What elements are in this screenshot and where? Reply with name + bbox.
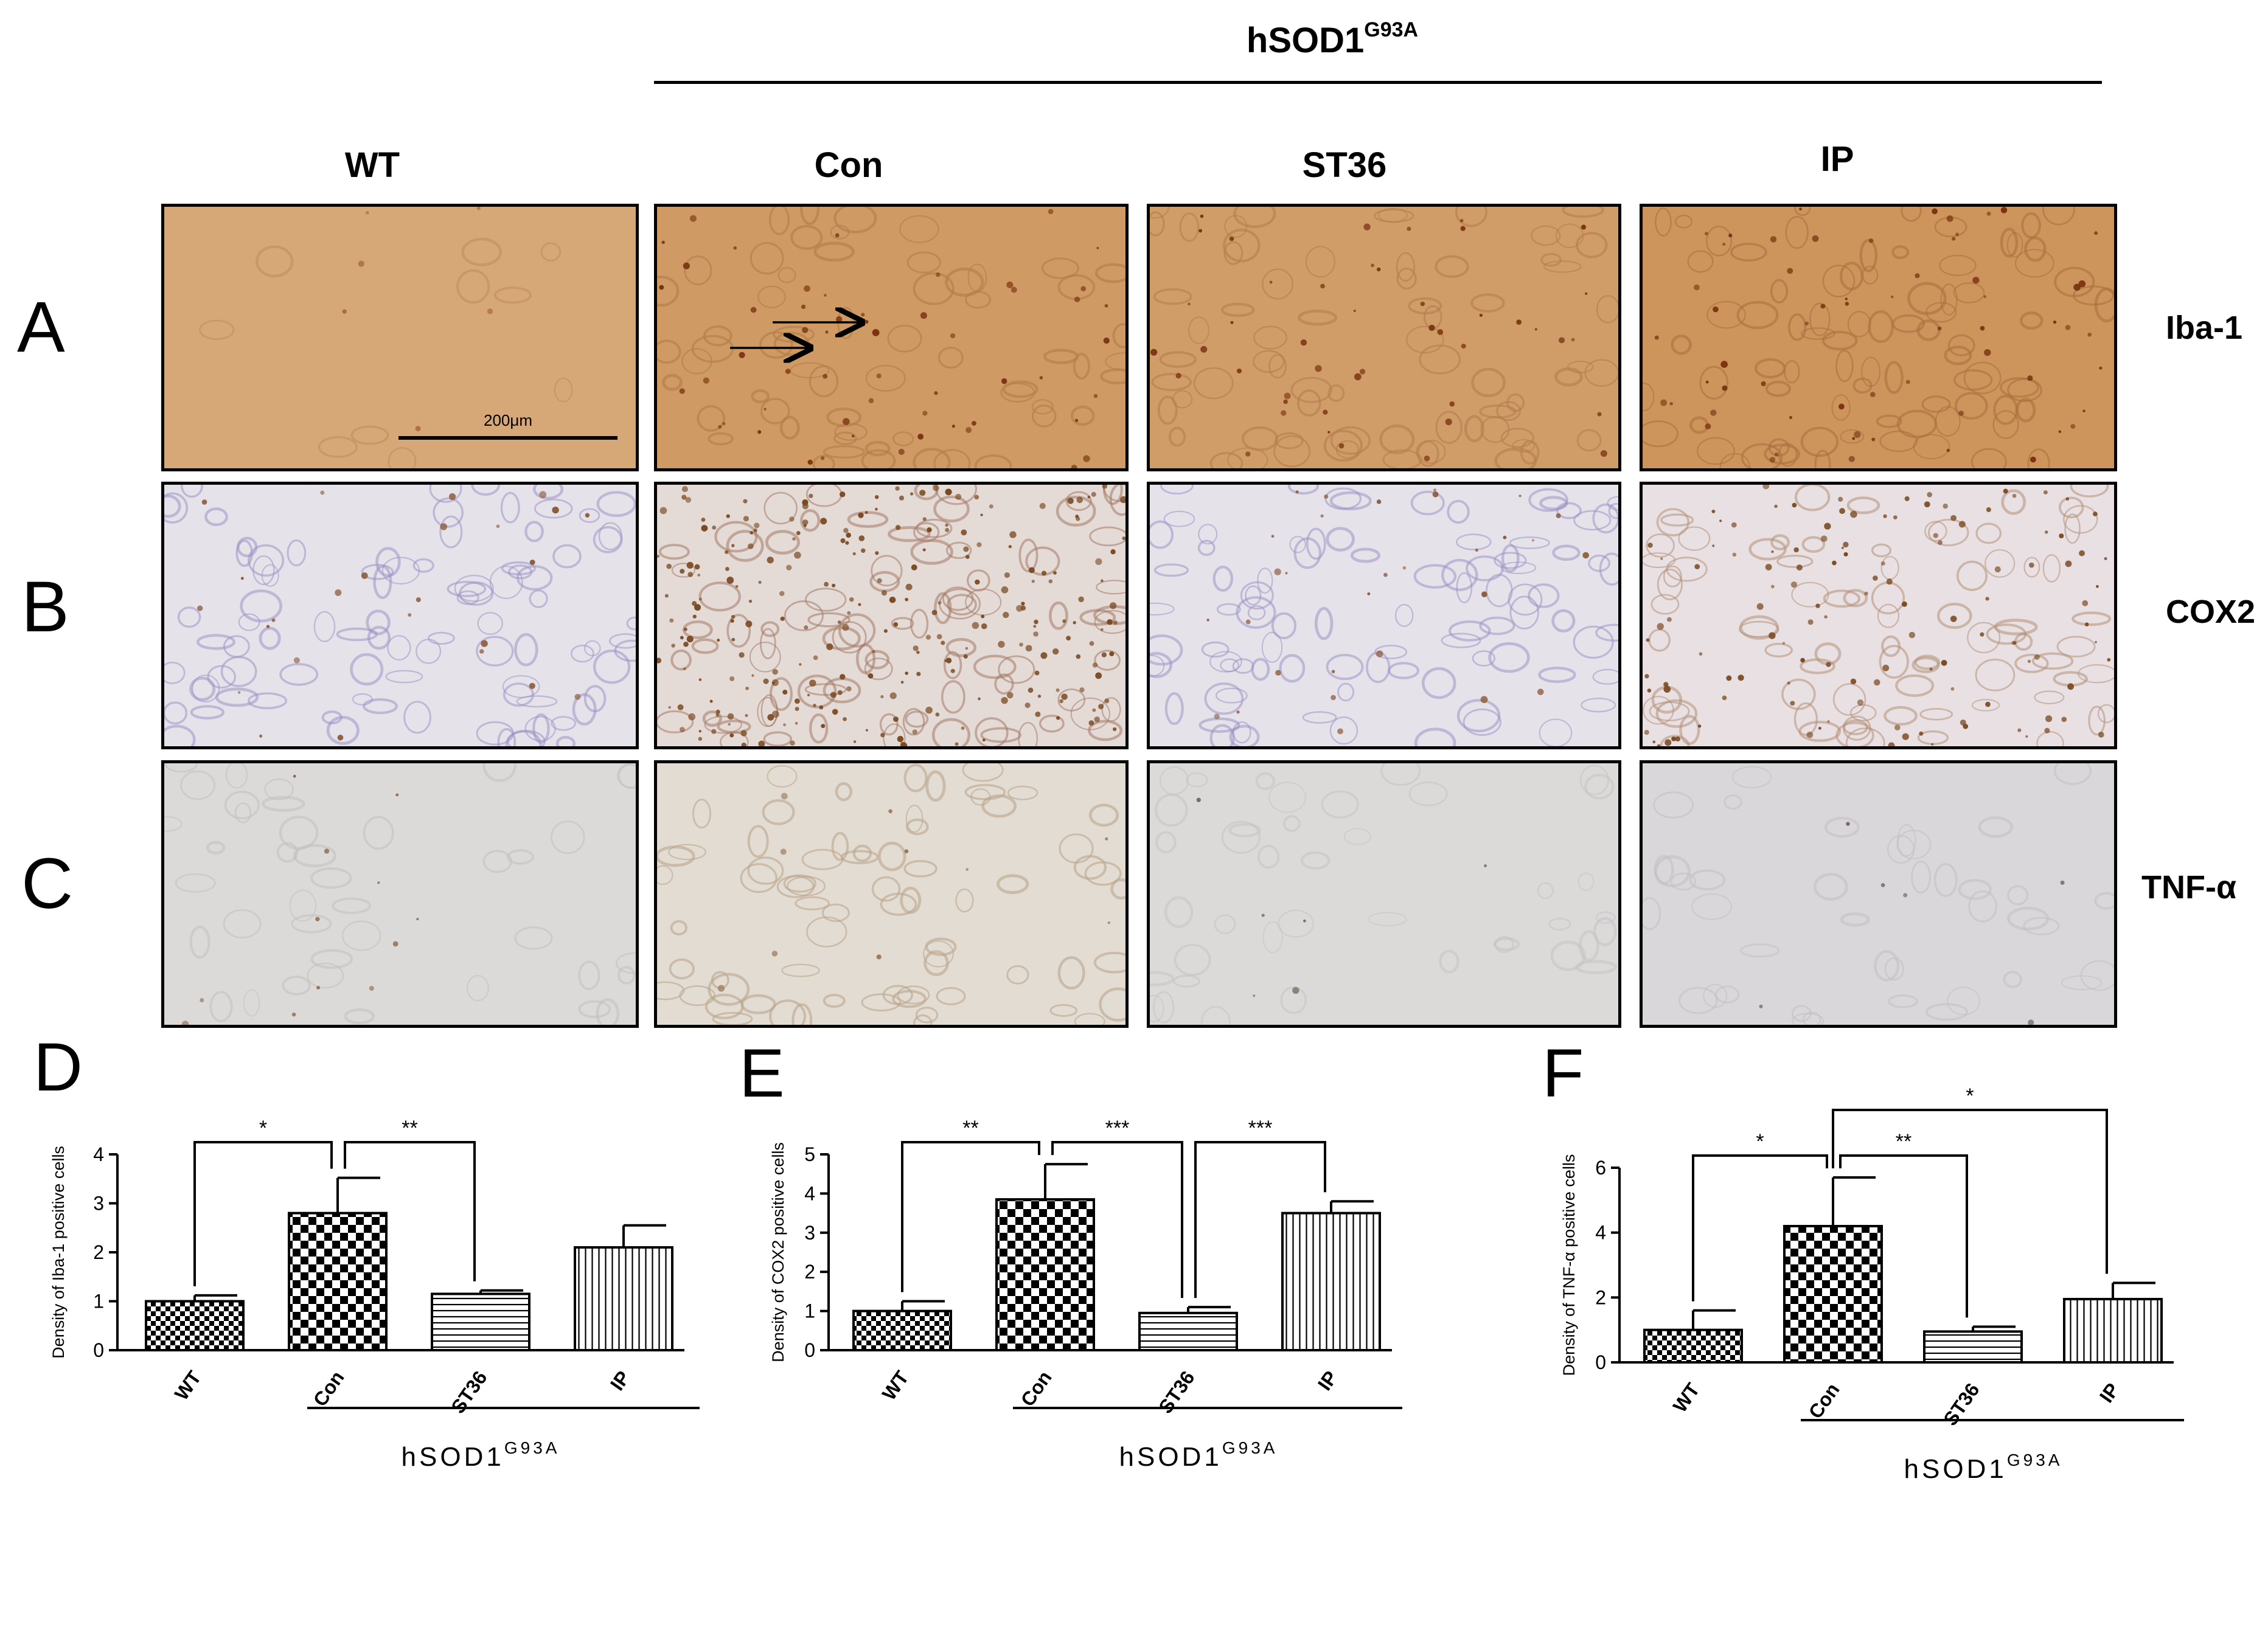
annotation-arrows bbox=[730, 207, 1113, 462]
scale-bar bbox=[398, 436, 617, 440]
chart-letter-e: E bbox=[739, 1035, 785, 1111]
x-tick-label: ST36 bbox=[1939, 1379, 1983, 1429]
bar-chart-iba1: 0 1 2 3 4 Density of Iba-1 positive cells WT Co… bbox=[49, 1117, 700, 1472]
bar-d-con bbox=[288, 1212, 388, 1351]
bar-e-st36 bbox=[1138, 1311, 1238, 1352]
significance-bracket bbox=[1839, 1154, 1968, 1318]
micrograph-cox2-st36 bbox=[1147, 482, 1621, 749]
group-title: hSOD1G93A bbox=[1174, 18, 1491, 61]
y-tick-label: 2 bbox=[93, 1241, 104, 1263]
bar-e-con bbox=[995, 1198, 1095, 1351]
chart-letter-f: F bbox=[1542, 1035, 1584, 1111]
group-title-superscript: G93A bbox=[1364, 18, 1419, 41]
micrograph-cox2-con bbox=[654, 482, 1129, 749]
micrograph-iba1-ip bbox=[1640, 204, 2117, 471]
x-tick-label: IP bbox=[1313, 1367, 1342, 1394]
significance-label: ** bbox=[402, 1117, 417, 1140]
bar-f-ip bbox=[2063, 1298, 2163, 1364]
group-label-f: hSOD1G93A bbox=[1904, 1451, 2063, 1484]
micrograph-iba1-st36 bbox=[1147, 204, 1621, 471]
significance-bracket bbox=[1692, 1154, 1828, 1302]
significance-label: * bbox=[1756, 1130, 1764, 1153]
group-title-line bbox=[654, 81, 2102, 84]
significance-label: ** bbox=[1896, 1130, 1911, 1153]
significance-bracket bbox=[901, 1141, 1040, 1292]
y-tick-label: 3 bbox=[804, 1222, 815, 1244]
micrograph-cox2-wt bbox=[161, 482, 639, 749]
bar-e-wt bbox=[852, 1309, 952, 1352]
y-tick-label: 5 bbox=[804, 1143, 815, 1165]
column-header-con: Con bbox=[814, 145, 883, 185]
y-tick-label: 0 bbox=[1595, 1351, 1606, 1373]
y-tick-label: 2 bbox=[1595, 1286, 1606, 1308]
x-tick-label: WT bbox=[878, 1367, 913, 1404]
y-tick-label: 1 bbox=[93, 1291, 104, 1312]
bar-e-ip bbox=[1281, 1212, 1381, 1351]
y-tick-label: 4 bbox=[804, 1182, 815, 1204]
x-tick-label: IP bbox=[2095, 1379, 2124, 1406]
x-tick-label: WT bbox=[1669, 1379, 1704, 1416]
micrograph-tnf-wt bbox=[161, 760, 639, 1028]
micrograph-tnf-ip bbox=[1640, 760, 2117, 1028]
significance-label: * bbox=[1966, 1084, 1974, 1108]
y-axis-label-f: Density of TNF-α positive cells bbox=[1560, 1154, 1578, 1376]
y-tick-label: 6 bbox=[1595, 1157, 1606, 1179]
group-label-d: hSOD1G93A bbox=[402, 1438, 560, 1472]
row-marker-iba1: Iba-1 bbox=[2166, 310, 2243, 346]
x-tick-label: WT bbox=[170, 1367, 206, 1404]
group-label-e: hSOD1G93A bbox=[1119, 1438, 1278, 1472]
significance-bracket bbox=[344, 1141, 476, 1281]
bar-chart-tnf: 0 2 4 6 Density of TNF-α positive cells WT Con… bbox=[1560, 1084, 2184, 1484]
row-letter-a: A bbox=[17, 287, 65, 367]
column-header-ip: IP bbox=[1820, 139, 1854, 179]
significance-label: * bbox=[259, 1117, 267, 1140]
column-header-wt: WT bbox=[344, 145, 400, 185]
row-marker-tnf: TNF-α bbox=[2141, 869, 2237, 906]
x-tick-label: Con bbox=[1804, 1379, 1844, 1423]
bar-f-wt bbox=[1643, 1328, 1743, 1364]
bar-f-st36 bbox=[1923, 1330, 2023, 1364]
significance-bracket bbox=[1194, 1141, 1326, 1298]
micrograph-iba1-wt bbox=[161, 204, 639, 471]
bar-chart-cox2: 0 1 2 3 4 5 Density of COX2 positive cells WT Co… bbox=[769, 1117, 1402, 1472]
significance-label: ** bbox=[962, 1117, 978, 1140]
y-tick-label: 2 bbox=[804, 1261, 815, 1283]
significance-label: *** bbox=[1248, 1117, 1273, 1140]
y-tick-label: 4 bbox=[93, 1143, 104, 1165]
x-tick-label: ST36 bbox=[447, 1367, 491, 1417]
y-tick-label: 0 bbox=[93, 1339, 104, 1361]
y-tick-label: 3 bbox=[93, 1193, 104, 1215]
x-tick-label: IP bbox=[606, 1367, 635, 1394]
bar-d-ip bbox=[574, 1246, 673, 1352]
significance-label: *** bbox=[1105, 1117, 1130, 1140]
column-header-st36: ST36 bbox=[1302, 145, 1387, 185]
x-tick-label: ST36 bbox=[1154, 1367, 1198, 1417]
y-tick-label: 0 bbox=[804, 1339, 815, 1361]
scale-bar-label: 200μm bbox=[484, 411, 533, 429]
y-axis-label-d: Density of Iba-1 positive cells bbox=[49, 1146, 68, 1359]
row-letter-b: B bbox=[21, 567, 69, 647]
micrograph-cox2-ip bbox=[1640, 482, 2117, 749]
bar-f-con bbox=[1783, 1225, 1883, 1364]
significance-bracket bbox=[193, 1141, 333, 1286]
y-tick-label: 4 bbox=[1595, 1222, 1606, 1244]
significance-bracket bbox=[1832, 1109, 2108, 1274]
row-marker-cox2: COX2 bbox=[2166, 594, 2256, 630]
group-title-text: hSOD1 bbox=[1246, 21, 1365, 60]
y-tick-label: 1 bbox=[804, 1300, 815, 1322]
bar-d-wt bbox=[145, 1300, 245, 1351]
chart-letter-d: D bbox=[33, 1029, 83, 1105]
x-tick-label: Con bbox=[1017, 1367, 1056, 1410]
micrograph-iba1-con bbox=[654, 204, 1129, 471]
significance-bracket bbox=[1051, 1141, 1183, 1298]
row-letter-c: C bbox=[21, 844, 74, 924]
y-axis-label-e: Density of COX2 positive cells bbox=[769, 1142, 787, 1362]
micrograph-tnf-st36 bbox=[1147, 760, 1621, 1028]
micrograph-tnf-con bbox=[654, 760, 1129, 1028]
bar-d-st36 bbox=[431, 1292, 530, 1351]
x-tick-label: Con bbox=[309, 1367, 349, 1410]
